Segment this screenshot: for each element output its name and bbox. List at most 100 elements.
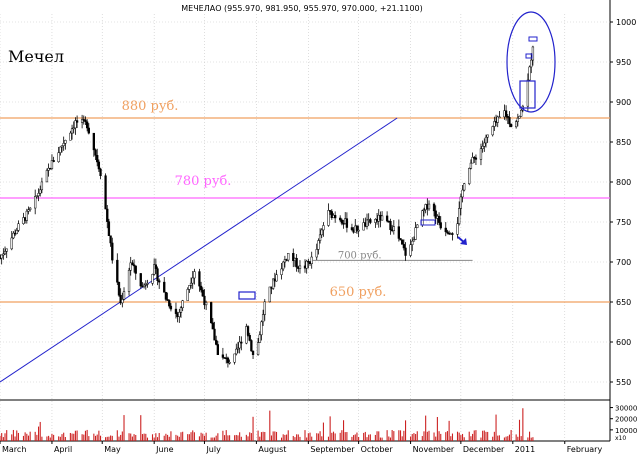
candle-body (412, 239, 416, 242)
x-tick-label: 2011 (515, 445, 535, 454)
x-tick-label: March (2, 445, 26, 454)
candle-body (94, 149, 97, 156)
candle-body (3, 251, 7, 255)
candle-body (345, 218, 349, 228)
level-label: 650 руб. (330, 285, 387, 300)
candle-body (158, 280, 161, 283)
candle-body (292, 253, 295, 262)
candle-body (486, 134, 489, 138)
candle-body (215, 339, 218, 345)
candle-body (156, 268, 159, 281)
candle-body (439, 222, 442, 229)
y-axis: 550 600 650 700 750 800 850 900 950 1000 (610, 18, 636, 387)
candle-body (416, 224, 419, 228)
marker-box (519, 80, 536, 109)
candle-body (320, 229, 323, 236)
highlight-ellipse (506, 11, 556, 113)
candle-body (409, 244, 412, 256)
candle-body (139, 273, 142, 287)
candle-body (402, 244, 406, 249)
marker-box (238, 291, 256, 300)
candle-body (129, 262, 132, 271)
x-tick-label: May (104, 445, 121, 454)
candle-body (144, 284, 147, 286)
candle-body (109, 235, 112, 244)
candle-body (504, 110, 508, 117)
candle-body (369, 219, 372, 223)
candle-body (437, 215, 441, 223)
candle-body (193, 271, 196, 279)
candle-body (506, 116, 509, 118)
candle-body (530, 59, 533, 68)
candle-body (134, 265, 137, 274)
candle-body (317, 240, 320, 250)
candle-body (228, 362, 231, 364)
candle-body (238, 341, 241, 349)
candle-body (414, 227, 417, 240)
candle-body (422, 209, 426, 212)
candle-body (389, 220, 392, 230)
candle-body (446, 231, 449, 234)
candle-body (34, 196, 37, 209)
y-tick-label: 650 (616, 298, 631, 307)
candle-body (411, 240, 414, 245)
candle-body (27, 209, 30, 212)
candle-body (203, 295, 206, 306)
candle-body (168, 300, 171, 307)
x-tick-label: September (310, 445, 355, 454)
candle-body (427, 203, 431, 210)
candle-body (174, 308, 178, 314)
candle-body (0, 254, 3, 259)
candle-body (451, 233, 454, 235)
candle-body (385, 215, 389, 222)
candle-body (5, 248, 8, 252)
candle-body (107, 221, 111, 237)
candle-body (236, 347, 240, 350)
candle-body (45, 170, 49, 183)
candle-body (97, 161, 101, 170)
x-tick-label: June (155, 445, 174, 454)
candle-body (127, 270, 131, 292)
candle-body (111, 242, 114, 261)
candle-body (322, 225, 325, 231)
candle-body (119, 294, 122, 304)
candle-body (250, 340, 253, 352)
candle-body (318, 234, 322, 241)
candle-body (498, 116, 501, 119)
candle-body (80, 119, 84, 123)
candle-body (516, 117, 519, 122)
candle-body (121, 299, 124, 304)
candle-body (471, 157, 474, 164)
candle-body (261, 314, 265, 323)
candle-body (72, 127, 75, 130)
candle-body (268, 286, 271, 303)
candle-body (401, 239, 404, 245)
level-label: 780 руб. (175, 174, 232, 189)
candle-body (37, 193, 40, 197)
volume-unit-label: x10 (615, 435, 626, 442)
candle-body (397, 226, 400, 239)
candle-body (142, 284, 146, 287)
candle-body (191, 277, 194, 284)
candle-body (221, 354, 225, 358)
candle-body (226, 357, 230, 363)
y-tick-label: 800 (616, 178, 631, 187)
candle-body (153, 264, 156, 275)
candle-body (10, 237, 13, 250)
candle-body (392, 226, 395, 231)
candle-body (334, 215, 337, 219)
candle-body (198, 271, 201, 287)
candle-body (509, 123, 513, 128)
candle-body (421, 210, 424, 226)
candle-body (518, 116, 521, 119)
candle-body (87, 127, 90, 134)
candle-body (117, 282, 121, 296)
level-label: 880 руб. (122, 99, 179, 114)
candle-body (280, 268, 283, 275)
candle-body (216, 344, 220, 356)
candle-body (104, 175, 107, 210)
annotations: 880 руб. 780 руб. 650 руб. 700 руб. (0, 99, 610, 383)
candle-body (132, 264, 136, 267)
candle-body (240, 341, 243, 344)
